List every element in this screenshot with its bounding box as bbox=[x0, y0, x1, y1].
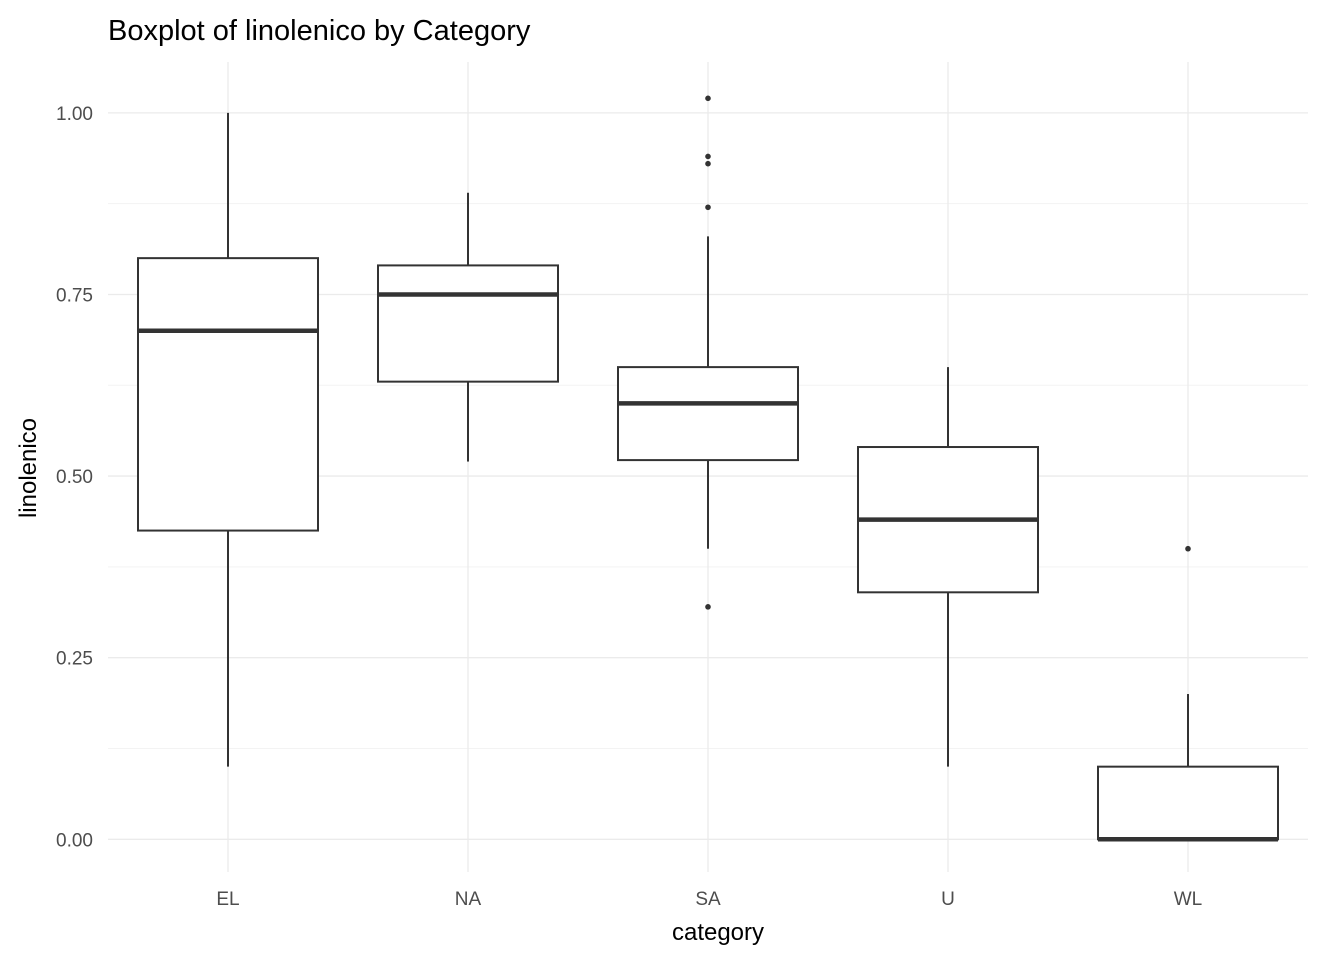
outlier-point bbox=[705, 204, 711, 211]
x-tick-label: U bbox=[941, 889, 955, 910]
outlier-point bbox=[705, 604, 711, 610]
box-iqr bbox=[617, 366, 799, 462]
outlier-point bbox=[705, 153, 711, 160]
y-tick-label: 0.00 bbox=[56, 830, 93, 851]
box-wl bbox=[1097, 545, 1279, 842]
y-axis-title: linolenico bbox=[15, 418, 42, 518]
x-tick-label: SA bbox=[695, 889, 721, 910]
x-axis-tick-labels: EL NA SA U WL bbox=[216, 889, 1202, 910]
x-tick-label: NA bbox=[455, 889, 482, 910]
box-u bbox=[857, 367, 1039, 767]
outlier-point bbox=[705, 95, 711, 102]
box-iqr bbox=[377, 264, 559, 383]
box-sa bbox=[617, 95, 799, 610]
chart-title: Boxplot of linolenico by Category bbox=[108, 15, 531, 47]
y-tick-label: 1.00 bbox=[56, 104, 93, 125]
box-iqr bbox=[137, 257, 319, 532]
box-na bbox=[377, 192, 559, 462]
x-axis-title: category bbox=[672, 919, 764, 946]
x-tick-label: WL bbox=[1174, 889, 1203, 910]
box-iqr bbox=[1097, 765, 1279, 841]
outlier-point bbox=[1185, 545, 1191, 552]
boxes bbox=[137, 95, 1279, 842]
y-tick-label: 0.75 bbox=[56, 285, 93, 306]
y-axis-tick-labels: 0.00 0.25 0.50 0.75 1.00 bbox=[56, 104, 93, 851]
outlier-point bbox=[705, 160, 711, 167]
y-tick-label: 0.25 bbox=[56, 649, 93, 670]
box-el bbox=[137, 112, 319, 767]
x-tick-label: EL bbox=[216, 889, 239, 910]
y-tick-label: 0.50 bbox=[56, 467, 93, 488]
